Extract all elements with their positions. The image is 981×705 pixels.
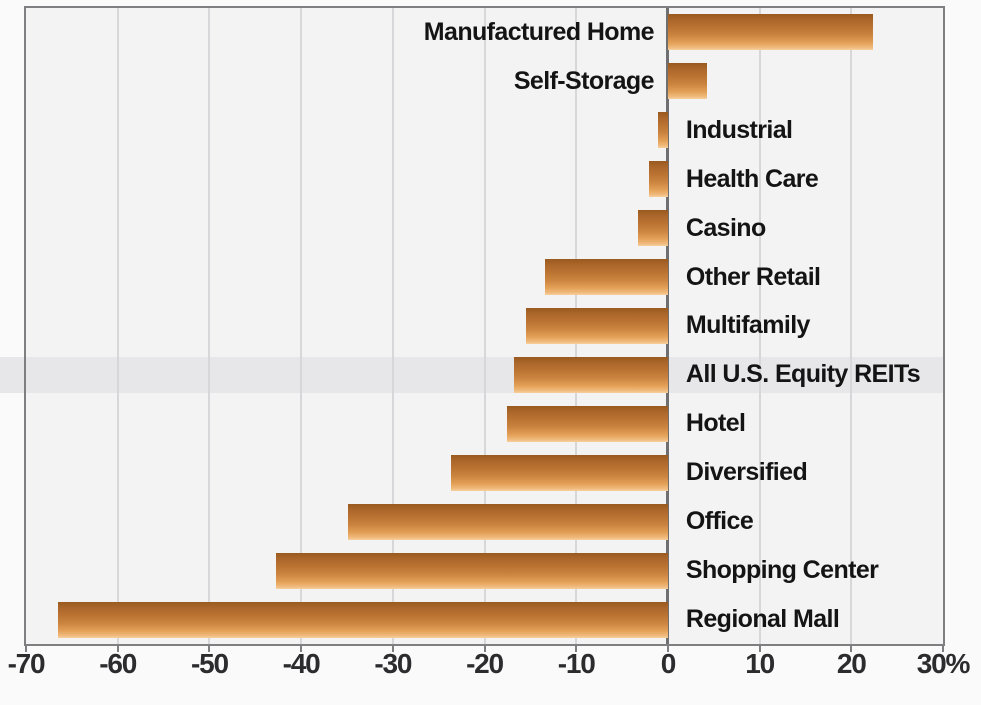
bar-diversified (450, 454, 668, 491)
axis-tick-mark (25, 646, 27, 652)
gridline (300, 8, 303, 644)
bar-label-shopping-center: Shopping Center (685, 556, 879, 585)
axis-tick-mark (666, 646, 669, 652)
bar-multifamily (525, 308, 668, 344)
bar-health-care (648, 161, 668, 198)
axis-tick-mark (116, 646, 119, 652)
axis-tick-mark (850, 646, 853, 652)
axis-tick-mark (208, 646, 211, 652)
axis-tick-mark (758, 646, 761, 652)
axis-tick-label: 10 (745, 648, 775, 679)
axis-tick-label: -10 (557, 648, 596, 679)
axis-tick-label: 0 (660, 648, 677, 679)
bar-label-other-retail: Other Retail (685, 262, 821, 291)
axis-tick-mark (483, 646, 486, 652)
bar-label-self-storage: Self-Storage (513, 66, 655, 95)
bar-regional-mall (58, 601, 668, 638)
bar-office (347, 503, 668, 540)
gridline (850, 8, 853, 644)
axis-tick-label: -70 (7, 648, 46, 679)
bar-casino (637, 210, 668, 247)
plot-inner: Manufactured Home Self-Storage Industrial H… (26, 8, 943, 644)
gridline (758, 8, 761, 644)
bar-self-storage (667, 63, 708, 100)
bar-label-casino: Casino (685, 213, 766, 242)
bar-all-u-s-equity-reits (513, 356, 668, 393)
bar-hotel (506, 405, 668, 442)
axis-tick-label: -50 (190, 648, 229, 679)
bar-other-retail (545, 259, 668, 296)
zero-axis-line (666, 8, 670, 644)
gridline (391, 8, 394, 644)
bar-label-multifamily: Multifamily (685, 311, 811, 340)
gridline (483, 8, 486, 644)
axis-tick-label: -60 (99, 648, 137, 679)
axis-tick-label: -30 (374, 648, 412, 679)
bar-label-health-care: Health Care (685, 164, 819, 193)
bar-label-manufactured-home: Manufactured Home (423, 17, 655, 46)
highlight-band-left-stub (0, 356, 24, 393)
axis-tick-label: -40 (282, 648, 321, 679)
gridline (208, 8, 211, 644)
axis-tick-mark (391, 646, 394, 652)
axis-tick-mark (300, 646, 303, 652)
bar-manufactured-home (667, 14, 874, 51)
bar-shopping-center (276, 552, 668, 589)
gridline (116, 8, 119, 644)
axis-tick-label: -20 (466, 648, 504, 679)
bar-label-all-u-s-equity-reits: All U.S. Equity REITs (685, 360, 921, 389)
axis-tick-mark (575, 646, 578, 652)
axis-tick-mark (942, 646, 944, 652)
bar-industrial (657, 112, 668, 149)
bar-label-diversified: Diversified (685, 458, 808, 487)
bar-label-regional-mall: Regional Mall (685, 605, 840, 633)
axis-tick-label: 30% (916, 648, 971, 679)
bar-label-industrial: Industrial (685, 115, 793, 144)
bar-label-office: Office (685, 507, 754, 536)
axis-tick-label: 20 (836, 648, 867, 679)
plot-area: Manufactured Home Self-Storage Industrial H… (24, 6, 945, 646)
bar-label-hotel: Hotel (685, 409, 746, 438)
